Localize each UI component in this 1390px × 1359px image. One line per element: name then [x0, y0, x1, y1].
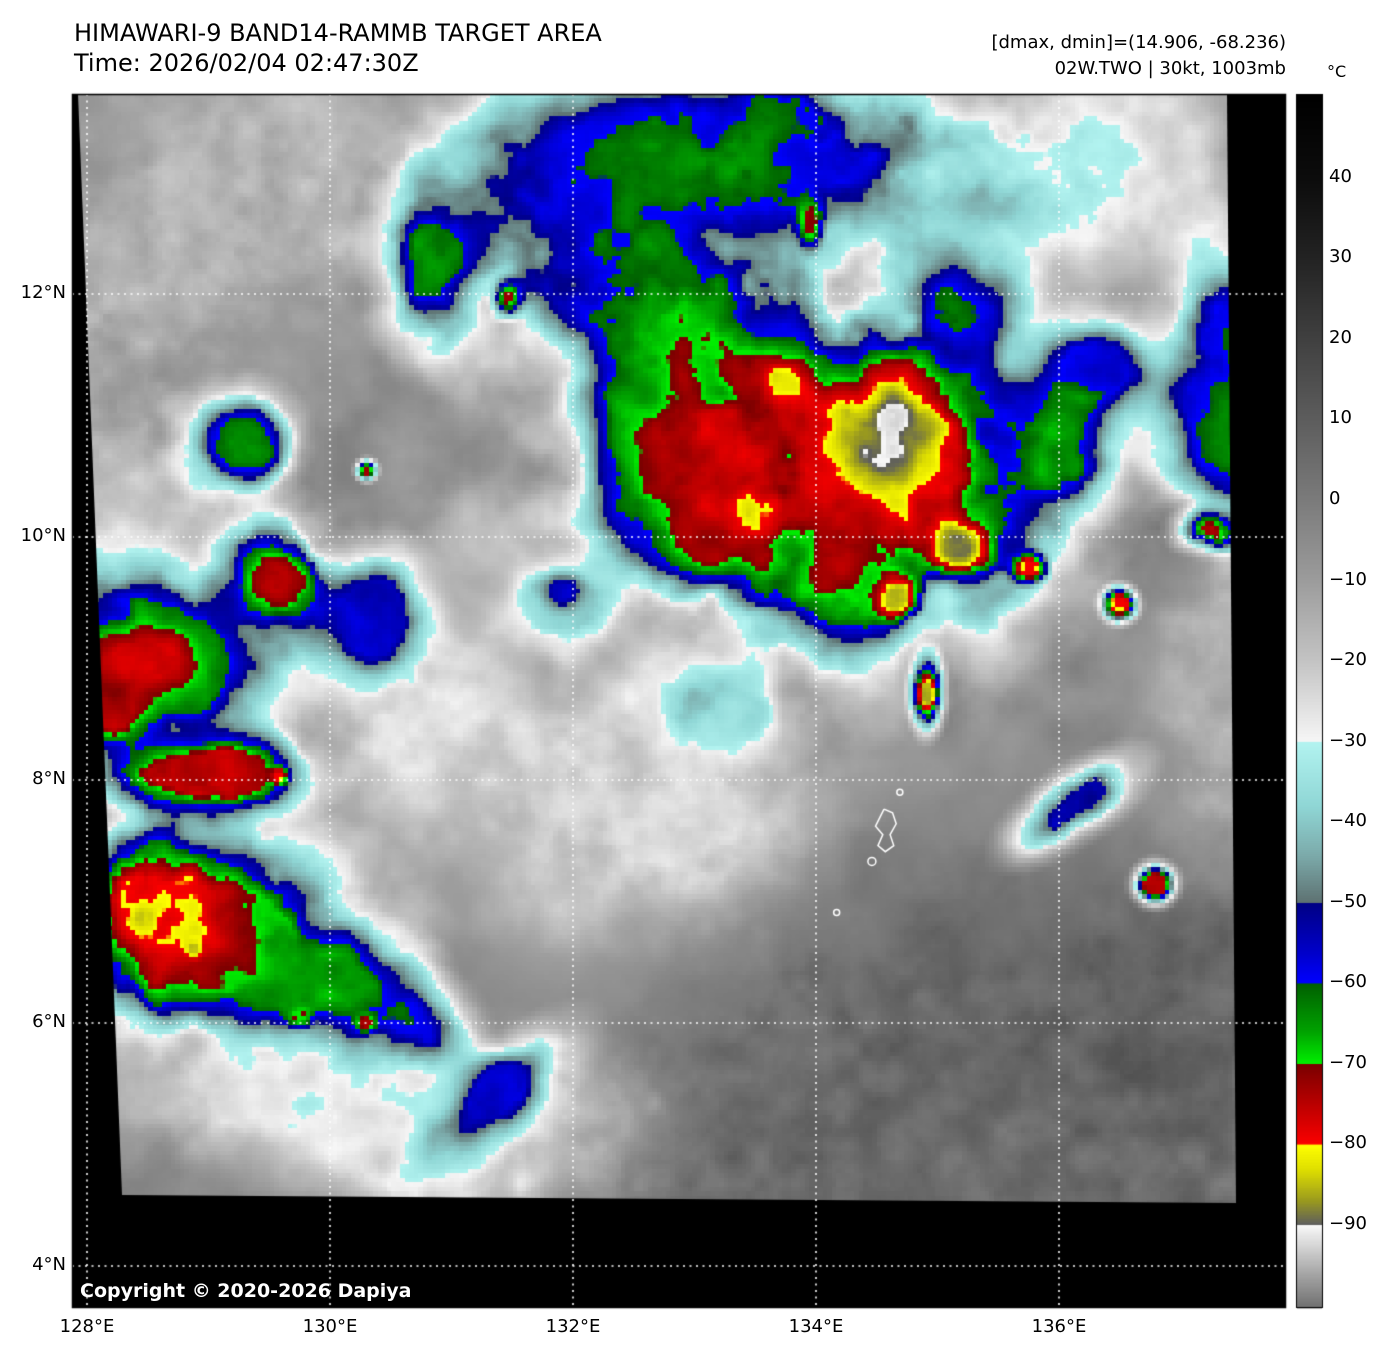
lon-tick-label: 132°E: [545, 1316, 601, 1337]
lon-tick-label: 136°E: [1031, 1316, 1087, 1337]
lon-tick-label: 128°E: [59, 1316, 115, 1337]
storm-info-annotation: 02W.TWO | 30kt, 1003mb: [1054, 58, 1286, 79]
colorbar-tick-label: −50: [1329, 890, 1367, 912]
colorbar-tick-label: 40: [1329, 165, 1352, 187]
colorbar-tick-label: −10: [1329, 568, 1367, 590]
colorbar-tick-label: −80: [1329, 1132, 1367, 1154]
colorbar-tick-label: 30: [1329, 246, 1352, 268]
lat-tick-label: 12°N: [20, 282, 66, 303]
dmax-dmin-annotation: [dmax, dmin]=(14.906, -68.236): [991, 32, 1286, 53]
colorbar-tick-label: −40: [1329, 810, 1367, 832]
colorbar-tick-label: −90: [1329, 1213, 1367, 1235]
lat-tick-label: 8°N: [32, 768, 66, 789]
colorbar-tick-label: 10: [1329, 407, 1352, 429]
colorbar-tick-label: −70: [1329, 1051, 1367, 1073]
lat-tick-label: 6°N: [32, 1011, 66, 1032]
colorbar-tick-label: 20: [1329, 326, 1352, 348]
header-right: [dmax, dmin]=(14.906, -68.236) 02W.TWO |…: [991, 30, 1286, 82]
colorbar-tick-label: −30: [1329, 729, 1367, 751]
lon-tick-label: 134°E: [788, 1316, 844, 1337]
colorbar-tick-label: −60: [1329, 971, 1367, 993]
timestamp: Time: 2026/02/04 02:47:30Z: [74, 49, 419, 77]
lat-tick-label: 10°N: [20, 525, 66, 546]
lat-tick-label: 4°N: [32, 1254, 66, 1275]
copyright-text: Copyright © 2020-2026 Dapiya: [80, 1280, 412, 1302]
colorbar-unit-label: °C: [1327, 62, 1347, 81]
colorbar-tick-label: 0: [1329, 488, 1341, 509]
colorbar-tick-label: −20: [1329, 649, 1367, 671]
lon-tick-label: 130°E: [302, 1316, 358, 1337]
page-title: HIMAWARI-9 BAND14-RAMMB TARGET AREA: [74, 19, 602, 47]
header-left: HIMAWARI-9 BAND14-RAMMB TARGET AREA Time…: [74, 18, 602, 78]
